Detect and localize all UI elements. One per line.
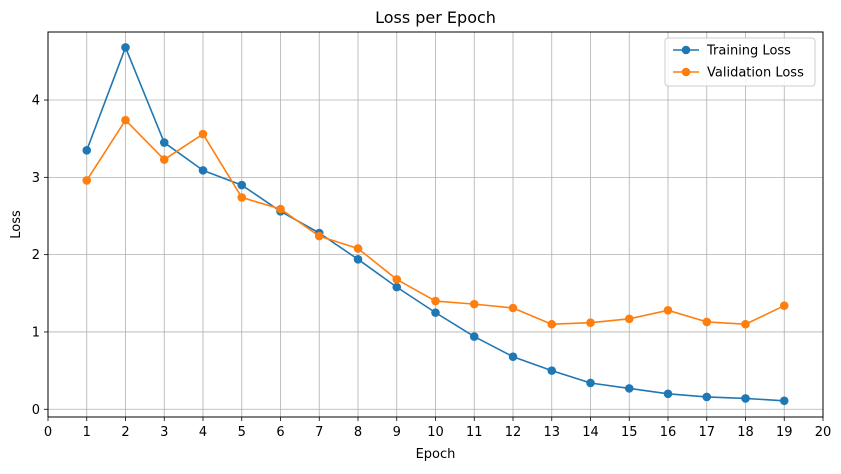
x-tick-label: 20 <box>815 425 832 440</box>
data-point <box>198 166 208 175</box>
data-point <box>663 389 673 399</box>
data-point <box>508 303 518 313</box>
data-point <box>431 308 440 317</box>
data-point <box>702 392 712 402</box>
x-tick-label: 3 <box>160 425 168 440</box>
legend-marker <box>681 67 691 77</box>
x-tick-label: 18 <box>737 425 754 440</box>
x-tick-label: 10 <box>427 425 444 440</box>
x-tick-label: 1 <box>83 425 91 440</box>
x-tick-label: 5 <box>238 425 246 440</box>
series-group <box>82 43 789 406</box>
x-tick-label: 12 <box>505 425 522 440</box>
x-axis-label: Epoch <box>416 447 456 462</box>
x-tick-label: 19 <box>776 425 793 440</box>
data-point <box>237 193 247 202</box>
data-point <box>508 352 518 361</box>
x-tick-label: 13 <box>543 425 560 440</box>
data-point <box>314 231 324 241</box>
data-point <box>779 301 789 310</box>
y-tick-label: 3 <box>32 171 40 186</box>
data-point <box>276 204 285 214</box>
y-axis-label: Loss <box>9 210 24 239</box>
x-tick-label: 11 <box>466 425 483 440</box>
x-tick-label: 6 <box>276 425 284 440</box>
x-tick-label: 15 <box>621 425 638 440</box>
x-tick-label: 16 <box>660 425 677 440</box>
x-tick-label: 9 <box>393 425 401 440</box>
legend-marker <box>681 45 691 55</box>
y-tick-label: 0 <box>32 403 40 418</box>
data-point <box>353 244 363 253</box>
x-tick-label: 0 <box>44 425 52 440</box>
data-point <box>198 129 208 139</box>
data-point <box>741 394 750 403</box>
series-1 <box>82 115 789 329</box>
data-point <box>392 282 402 292</box>
x-tick-label: 8 <box>354 425 362 440</box>
data-point <box>547 366 557 375</box>
x-tick-label: 14 <box>582 425 599 440</box>
data-point <box>586 318 595 327</box>
legend-box <box>664 37 816 87</box>
data-point <box>159 138 169 147</box>
data-point <box>702 317 712 327</box>
x-tick-label: 4 <box>199 425 207 440</box>
data-point <box>586 378 595 388</box>
data-point <box>159 155 169 164</box>
data-point <box>741 319 750 329</box>
data-point <box>624 314 634 324</box>
x-tick-label: 7 <box>315 425 323 440</box>
data-point <box>237 180 247 190</box>
data-point <box>82 176 92 185</box>
data-point <box>663 306 673 315</box>
data-point <box>121 43 130 52</box>
legend-label: Validation Loss <box>707 66 804 81</box>
data-point <box>547 319 557 329</box>
x-tick-label: 17 <box>698 425 715 440</box>
legend-label: Training Loss <box>706 44 791 59</box>
data-point <box>469 332 479 341</box>
grid <box>47 32 824 417</box>
y-tick-label: 4 <box>32 94 40 109</box>
data-point <box>82 145 92 155</box>
data-point <box>624 384 634 393</box>
data-point <box>392 275 402 284</box>
legend: Training Loss Validation Loss <box>664 37 816 87</box>
data-point <box>431 296 440 306</box>
data-point <box>121 115 130 125</box>
y-tick-label: 1 <box>32 325 40 340</box>
x-tick-label: 2 <box>121 425 129 440</box>
data-point <box>353 254 363 264</box>
chart-title: Loss per Epoch <box>375 8 496 27</box>
data-point <box>469 299 479 309</box>
y-tick-label: 2 <box>32 248 40 263</box>
data-point <box>779 396 789 406</box>
